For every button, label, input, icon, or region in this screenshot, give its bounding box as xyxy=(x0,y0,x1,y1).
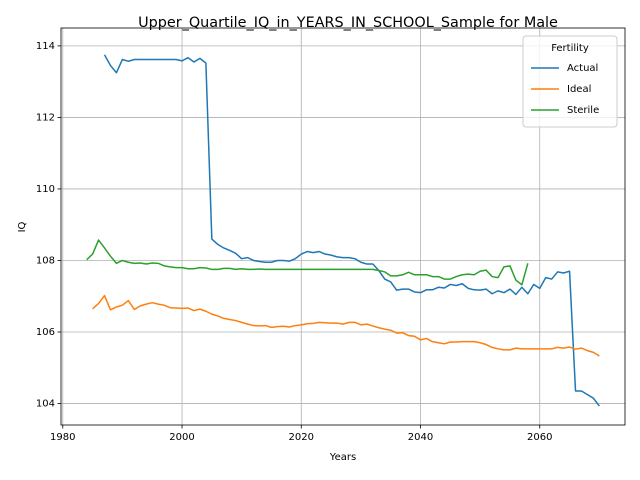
legend-label: Actual xyxy=(567,63,598,74)
legend-label: Sterile xyxy=(567,105,599,116)
y-tick-label: 106 xyxy=(36,327,55,338)
x-axis-label: Years xyxy=(329,452,356,463)
y-tick-label: 104 xyxy=(36,399,55,410)
y-axis-label: IQ xyxy=(17,221,28,232)
x-tick-label: 2040 xyxy=(408,432,433,443)
legend-box xyxy=(522,35,618,128)
data-line xyxy=(103,54,600,407)
x-tick-label: 2000 xyxy=(169,432,194,443)
x-tick-label: 2020 xyxy=(289,432,314,443)
legend-label: Ideal xyxy=(567,84,591,95)
data-line xyxy=(86,239,529,286)
y-tick-label: 114 xyxy=(36,41,55,52)
data-line xyxy=(92,294,600,357)
chart-title: Upper_Quartile_IQ_in_YEARS_IN_SCHOOL_Sam… xyxy=(138,15,558,31)
x-tick-label: 2060 xyxy=(527,432,552,443)
y-tick-label: 112 xyxy=(36,112,55,123)
legend-title: Fertility xyxy=(551,43,589,54)
legend: Fertility Actual Ideal Sterile xyxy=(522,35,618,128)
plot-frame xyxy=(60,27,626,426)
y-tick-label: 110 xyxy=(36,184,55,195)
y-tick-label: 108 xyxy=(36,255,55,266)
x-tick-label: 1980 xyxy=(50,432,75,443)
